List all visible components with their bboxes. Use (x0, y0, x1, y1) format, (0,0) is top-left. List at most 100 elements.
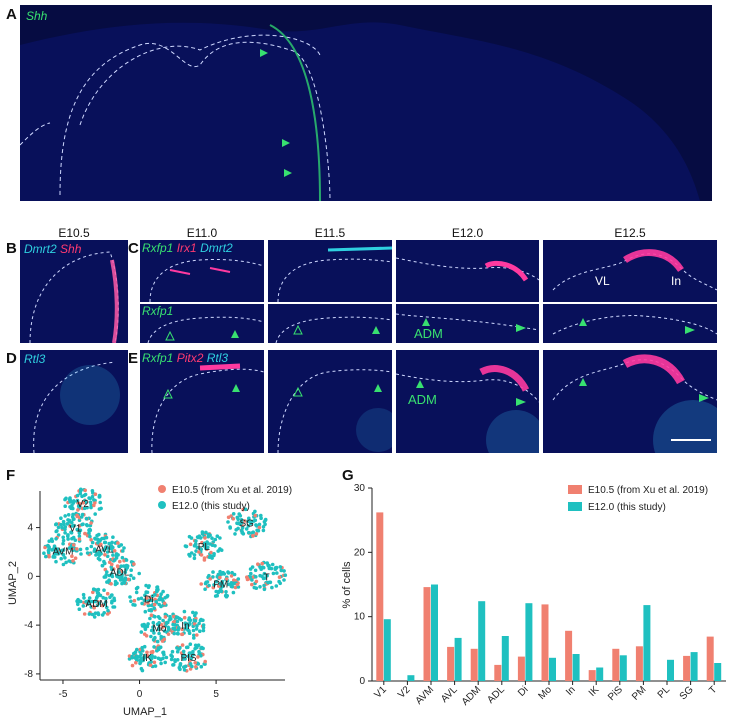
umap-cell-point (161, 589, 165, 594)
panel-c-e12-5-bottom (543, 304, 717, 343)
umap-cell-point (158, 616, 162, 621)
bar-y-tick-label: 30 (354, 483, 366, 494)
umap-cell-point (63, 514, 67, 518)
umap-cell-point (191, 610, 195, 615)
umap-cluster-label: ADM (86, 599, 108, 610)
umap-cell-point (229, 584, 234, 589)
umap-cell-point (230, 570, 234, 575)
umap-cell-point (115, 564, 120, 568)
bar-mark (376, 512, 384, 681)
umap-cell-point (129, 573, 133, 578)
umap-cell-point (145, 590, 150, 595)
umap-cell-point (215, 534, 220, 538)
umap-x-tick-label: -5 (59, 689, 68, 700)
umap-cell-point (105, 605, 109, 610)
umap-cell-point (240, 525, 245, 530)
umap-cell-point (157, 627, 161, 632)
umap-cell-point (248, 575, 253, 579)
umap-cell-point (193, 613, 197, 618)
bar-mark (447, 646, 455, 681)
umap-cell-point (151, 628, 156, 633)
umap-cell-point (69, 531, 74, 535)
umap-cell-point (114, 552, 119, 556)
umap-cell-point (110, 574, 115, 579)
umap-cell-point (88, 534, 92, 539)
umap-cell-point (205, 580, 210, 584)
umap-cell-point (50, 539, 55, 543)
umap-cell-point (66, 533, 70, 537)
umap-cell-point (163, 660, 167, 665)
umap-cell-point (153, 664, 158, 668)
umap-cell-point (243, 519, 247, 523)
umap-cell-point (159, 657, 163, 662)
panel-b-micrograph: Dmrt2 Shh (20, 240, 128, 343)
umap-cell-point (152, 602, 157, 607)
umap-legend-e105-swatch (158, 485, 166, 493)
umap-cell-point (151, 638, 156, 642)
umap-cell-point (260, 574, 264, 579)
umap-cell-point (102, 540, 107, 545)
umap-cell-point (200, 532, 205, 536)
panel-label-d: D (6, 350, 17, 367)
umap-cell-point (162, 637, 167, 642)
stage-title-e12-5: E12.5 (614, 226, 646, 240)
umap-cell-point (192, 556, 197, 561)
umap-cell-point (169, 657, 174, 662)
umap-cell-point (236, 526, 240, 531)
umap-cell-point (233, 585, 238, 590)
umap-cell-point (218, 569, 222, 574)
umap-cluster-label: PL (198, 542, 211, 553)
umap-cell-point (83, 488, 87, 493)
umap-cell-point (186, 628, 190, 632)
umap-cell-point (245, 577, 250, 582)
umap-cell-point (156, 646, 161, 650)
umap-cell-point (63, 556, 67, 560)
umap-cell-point (181, 657, 186, 661)
umap-cell-point (132, 598, 137, 603)
umap-cell-point (89, 538, 93, 542)
bar-category-label: V2 (396, 684, 413, 701)
umap-cell-point (66, 537, 70, 541)
umap-cell-point (269, 566, 274, 571)
umap-cell-point (146, 622, 150, 626)
umap-cell-point (87, 596, 92, 600)
umap-cell-point (116, 541, 120, 545)
umap-cell-point (124, 563, 129, 568)
umap-cluster-label: Mo (152, 624, 166, 635)
umap-cell-point (149, 613, 154, 617)
umap-cell-point (70, 515, 75, 519)
umap-cell-point (210, 536, 214, 540)
umap-cell-point (59, 522, 63, 527)
panel-label-b: B (6, 240, 17, 257)
umap-cell-point (187, 631, 192, 635)
umap-cell-point (100, 613, 105, 617)
umap-cell-point (96, 541, 100, 545)
umap-cell-point (152, 606, 156, 610)
umap-cell-point (175, 619, 180, 624)
umap-cell-point (118, 559, 122, 564)
umap-cell-point (148, 616, 152, 621)
umap-cluster-label: V1 (69, 524, 82, 535)
umap-cell-point (194, 627, 199, 631)
umap-cell-point (143, 609, 148, 614)
bar-mark (667, 659, 674, 681)
umap-cell-point (73, 556, 78, 560)
bar-mark (454, 637, 462, 681)
umap-cell-point (149, 598, 153, 603)
panel-a-tissue-outline (20, 5, 712, 201)
umap-cell-point (262, 520, 267, 524)
umap-cell-point (85, 523, 90, 528)
bar-mark (612, 648, 620, 681)
umap-cell-point (99, 542, 103, 547)
umap-cell-point (115, 574, 119, 579)
umap-cell-point (145, 650, 149, 655)
umap-cell-point (187, 651, 192, 655)
umap-cell-point (262, 583, 266, 588)
bar-mark (501, 636, 509, 681)
bar-mark (565, 630, 573, 681)
umap-cell-point (71, 535, 76, 540)
umap-cell-point (55, 548, 59, 553)
umap-cell-point (95, 537, 100, 542)
umap-cluster-label: AVL (95, 544, 114, 555)
umap-cell-point (64, 560, 68, 565)
